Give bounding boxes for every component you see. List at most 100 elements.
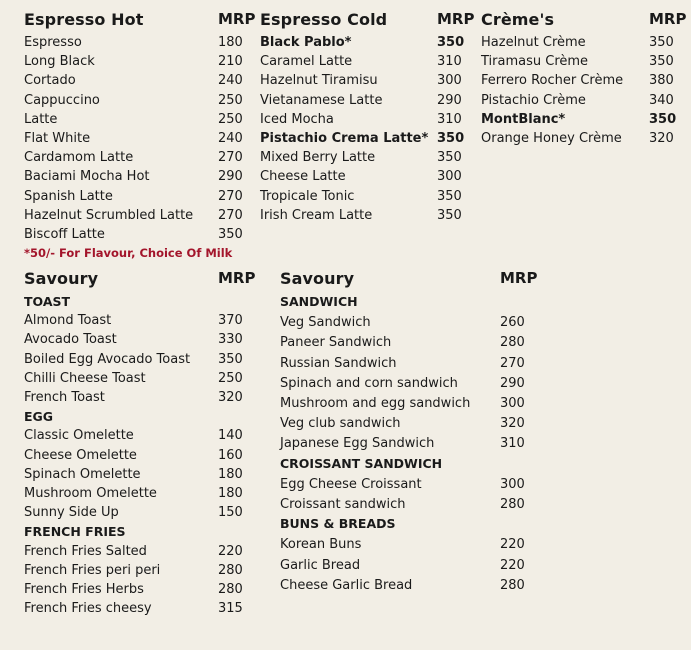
mrp-header: MRP	[649, 10, 687, 28]
item-name: Cappuccino	[24, 92, 100, 108]
menu-item-row: Cheese Latte 300	[260, 167, 477, 186]
item-name: French Fries Herbs	[24, 582, 144, 597]
item-name: Cheese Garlic Bread	[280, 577, 413, 593]
item-price: 140	[218, 428, 243, 444]
item-name: Mushroom Omelette	[24, 486, 157, 501]
menu-item-row: Biscoff Latte 350	[24, 225, 258, 244]
menu-item-row: Mushroom Omelette 180	[24, 484, 258, 503]
item-price: 260	[500, 315, 525, 331]
item-name: Sunny Side Up	[24, 505, 119, 521]
section-title: Espresso Cold	[260, 10, 388, 29]
section-title: Crème's	[481, 10, 555, 29]
menu-item-row: Latte 250	[24, 110, 258, 129]
menu-item-row: Boiled Egg Avocado Toast 350	[24, 350, 258, 369]
item-name: Veg club sandwich	[280, 416, 401, 432]
item-name: Biscoff Latte	[24, 227, 105, 242]
item-price: 320	[218, 390, 243, 405]
item-name: MontBlanc*	[481, 111, 566, 127]
menu-item-row: Korean Buns 220	[280, 535, 540, 554]
item-name: Latte	[24, 111, 58, 127]
item-name: Mushroom and egg sandwich	[280, 396, 471, 411]
item-price: 300	[437, 73, 462, 89]
item-price: 320	[649, 131, 674, 146]
item-name: French Fries Salted	[24, 543, 147, 559]
menu-item-row: Hazelnut Crème 350	[481, 33, 689, 52]
item-name: French Fries cheesy	[24, 601, 152, 617]
item-name: Spinach and corn sandwich	[280, 375, 458, 391]
item-name: Cheese Omelette	[24, 447, 137, 463]
menu-item-row: Hazelnut Scrumbled Latte 270	[24, 206, 258, 225]
item-name: Vietanamese Latte	[260, 92, 383, 108]
menu-item-row: Caramel Latte 310	[260, 52, 477, 71]
menu-item-row: Cheese Garlic Bread 280	[280, 576, 540, 595]
menu-item-row: Chilli Cheese Toast 250	[24, 369, 258, 388]
item-price: 150	[218, 505, 243, 521]
item-price: 320	[500, 416, 525, 432]
item-name: Croissant sandwich	[280, 497, 406, 512]
menu-item-row: Croissant sandwich 280	[280, 495, 540, 514]
menu-item-row: French Fries Salted 220	[24, 542, 258, 561]
espresso-cold-section: Espresso Cold MRP Black Pablo* 350 Caramel…	[0, 0, 480, 230]
menu-item-row: Almond Toast 370	[24, 311, 258, 330]
item-price: 350	[437, 150, 462, 166]
item-name: Long Black	[24, 54, 95, 70]
item-name: Garlic Bread	[280, 557, 361, 573]
item-price: 350	[437, 131, 465, 146]
menu-item-row: Black Pablo* 350	[260, 33, 477, 52]
menu-item-row: Classic Omelette 140	[24, 426, 258, 445]
menu-item-row: French Toast 320	[24, 388, 258, 407]
item-price: 220	[500, 537, 525, 553]
menu-item-row: Egg Cheese Croissant 300	[280, 475, 540, 494]
item-price: 350	[437, 207, 462, 223]
item-name: Chilli Cheese Toast	[24, 370, 146, 386]
menu-item-row: Spinach and corn sandwich 290	[280, 374, 540, 393]
item-price: 290	[500, 375, 525, 391]
menu-item-row: French Fries Herbs 280	[24, 580, 258, 599]
menu-item-row: Hazelnut Tiramisu 300	[260, 71, 477, 90]
item-price: 350	[649, 111, 677, 127]
item-price: 180	[218, 466, 243, 482]
mrp-header: MRP	[500, 269, 538, 287]
subsection-heading: BUNS & BREADS	[280, 516, 396, 532]
item-price: 270	[500, 355, 525, 371]
menu-item-row: Sunny Side Up 150	[24, 503, 258, 522]
menu-item-row: Garlic Bread 220	[280, 556, 540, 575]
item-price: 315	[218, 601, 243, 617]
menu-item-row: Vietanamese Latte 290	[260, 91, 477, 110]
subsection-heading: CROISSANT SANDWICH	[280, 455, 443, 471]
item-name: Pistachio Crème	[481, 92, 586, 108]
item-name: Paneer Sandwich	[280, 335, 392, 351]
item-price: 310	[500, 436, 525, 452]
subsection-heading: FRENCH FRIES	[24, 524, 126, 540]
section-title: Savoury	[24, 269, 99, 288]
item-price: 310	[437, 111, 462, 127]
espresso-hot-section: Espresso Hot MRP Espresso 180 Long Black 21…	[0, 0, 255, 265]
item-name: Spinach Omelette	[24, 466, 141, 482]
item-name: Hazelnut Scrumbled Latte	[24, 207, 194, 223]
item-name: Cardamom Latte	[24, 150, 134, 166]
item-name: Veg Sandwich	[280, 315, 371, 331]
menu-item-row: French Fries cheesy 315	[24, 599, 258, 618]
item-price: 250	[218, 111, 243, 127]
item-name: Cortado	[24, 73, 76, 89]
menu-item-row: Ferrero Rocher Crème 380	[481, 71, 689, 90]
item-name: Boiled Egg Avocado Toast	[24, 351, 191, 367]
item-price: 310	[437, 54, 462, 70]
item-price: 270	[218, 150, 243, 166]
menu-item-row: Cheese Omelette 160	[24, 446, 258, 465]
menu-item-row: Mushroom and egg sandwich 300	[280, 394, 540, 413]
savoury-left-section: Savoury MRP TOAST Almond Toast 370 Avocado …	[0, 0, 260, 630]
item-price: 270	[218, 207, 243, 223]
item-price: 210	[218, 54, 243, 70]
menu-item-row: MontBlanc* 350	[481, 110, 689, 129]
item-price: 280	[218, 562, 243, 578]
menu-item-row: Iced Mocha 310	[260, 110, 477, 129]
item-name: Flat White	[24, 131, 91, 146]
item-price: 280	[218, 582, 243, 597]
item-price: 350	[218, 227, 243, 242]
item-name: Spanish Latte	[24, 188, 113, 204]
item-price: 350	[437, 188, 462, 204]
menu-item-row: Pistachio Crema Latte* 350	[260, 129, 477, 148]
item-price: 250	[218, 92, 243, 108]
item-name: Korean Buns	[280, 537, 362, 553]
